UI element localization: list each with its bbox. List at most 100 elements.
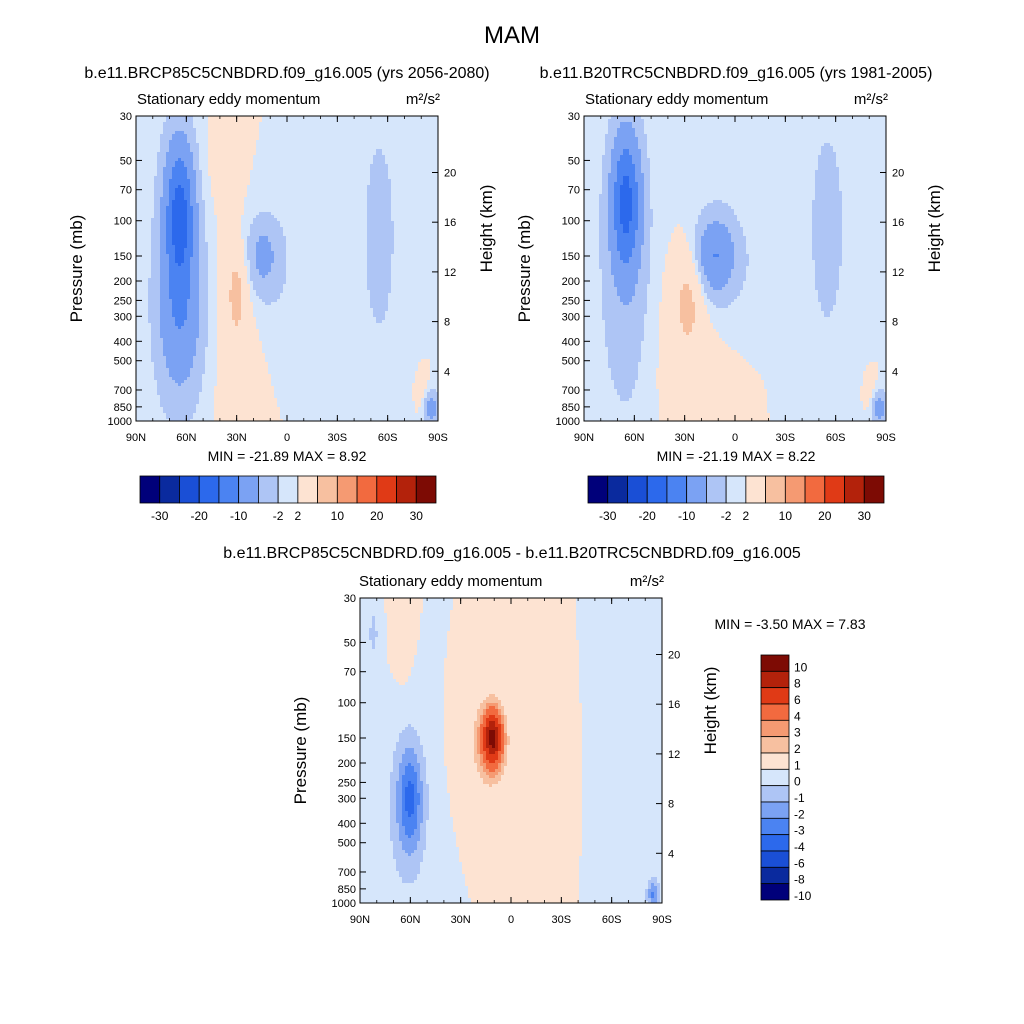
field-cell [364, 116, 368, 120]
field-cell [304, 239, 308, 243]
field-cell [373, 191, 377, 195]
field-cell [430, 167, 434, 171]
field-cell [385, 146, 389, 150]
field-cell [412, 119, 416, 123]
field-cell [157, 200, 161, 204]
field-cell [136, 161, 140, 165]
field-cell [139, 158, 143, 162]
field-cell [334, 137, 338, 141]
field-cell [295, 230, 299, 234]
field-cell [181, 245, 185, 249]
field-cell [274, 128, 278, 132]
field-cell [241, 146, 245, 150]
field-cell [265, 137, 269, 141]
field-cell [391, 179, 395, 183]
field-cell [235, 152, 239, 156]
field-cell [385, 209, 389, 213]
field-cell [424, 221, 428, 225]
field-cell [403, 173, 407, 177]
field-cell [409, 119, 413, 123]
field-cell [394, 188, 398, 192]
field-cell [385, 182, 389, 186]
field-cell [235, 143, 239, 147]
field-cell [286, 131, 290, 135]
field-cell [331, 125, 335, 129]
field-cell [430, 149, 434, 153]
field-cell [397, 245, 401, 249]
field-cell [265, 191, 269, 195]
field-cell [436, 119, 438, 123]
field-cell [199, 152, 203, 156]
field-cell [367, 188, 371, 192]
field-cell [244, 143, 248, 147]
field-cell [202, 236, 206, 240]
field-cell [295, 170, 299, 174]
field-cell [190, 179, 194, 183]
field-cell [418, 164, 422, 168]
field-cell [316, 212, 320, 216]
field-cell [178, 194, 182, 198]
field-cell [142, 188, 146, 192]
field-cell [418, 170, 422, 174]
field-cell [217, 122, 221, 126]
field-cell [355, 152, 359, 156]
field-cell [223, 209, 227, 213]
field-cell [181, 188, 185, 192]
field-cell [193, 239, 197, 243]
field-cell [397, 209, 401, 213]
field-cell [145, 152, 149, 156]
field-cell [286, 197, 290, 201]
field-cell [262, 230, 266, 234]
field-cell [349, 164, 353, 168]
field-cell [274, 233, 278, 237]
field-cell [424, 215, 428, 219]
field-cell [412, 152, 416, 156]
field-cell [262, 182, 266, 186]
field-cell [346, 203, 350, 207]
field-cell [349, 122, 353, 126]
field-cell [139, 155, 143, 159]
field-cell [409, 164, 413, 168]
field-cell [232, 164, 236, 168]
field-cell [265, 257, 269, 261]
field-cell [280, 218, 284, 222]
field-cell [319, 236, 323, 240]
field-cell [232, 197, 236, 201]
field-cell [202, 167, 206, 171]
field-cell [343, 254, 347, 258]
field-cell [262, 173, 266, 177]
field-cell [190, 161, 194, 165]
field-cell [349, 188, 353, 192]
field-cell [424, 161, 428, 165]
field-cell [433, 221, 437, 225]
field-cell [352, 257, 356, 261]
field-cell [292, 257, 296, 261]
figure-title: MAM [484, 22, 540, 49]
field-cell [397, 254, 401, 258]
field-cell [322, 152, 326, 156]
field-cell [403, 140, 407, 144]
field-cell [424, 212, 428, 216]
field-cell [355, 215, 359, 219]
field-cell [139, 260, 143, 264]
field-cell [244, 176, 248, 180]
field-cell [292, 191, 296, 195]
field-cell [346, 164, 350, 168]
field-cell [364, 137, 368, 141]
field-cell [196, 191, 200, 195]
field-cell [217, 164, 221, 168]
field-cell [193, 122, 197, 126]
field-cell [277, 191, 281, 195]
field-cell [397, 131, 401, 135]
field-cell [148, 254, 152, 258]
field-cell [307, 215, 311, 219]
field-cell [322, 242, 326, 246]
field-cell [403, 245, 407, 249]
field-cell [316, 170, 320, 174]
field-cell [142, 173, 146, 177]
field-cell [259, 161, 263, 165]
field-cell [184, 155, 188, 159]
field-cell [202, 197, 206, 201]
field-cell [403, 215, 407, 219]
field-cell [220, 170, 224, 174]
